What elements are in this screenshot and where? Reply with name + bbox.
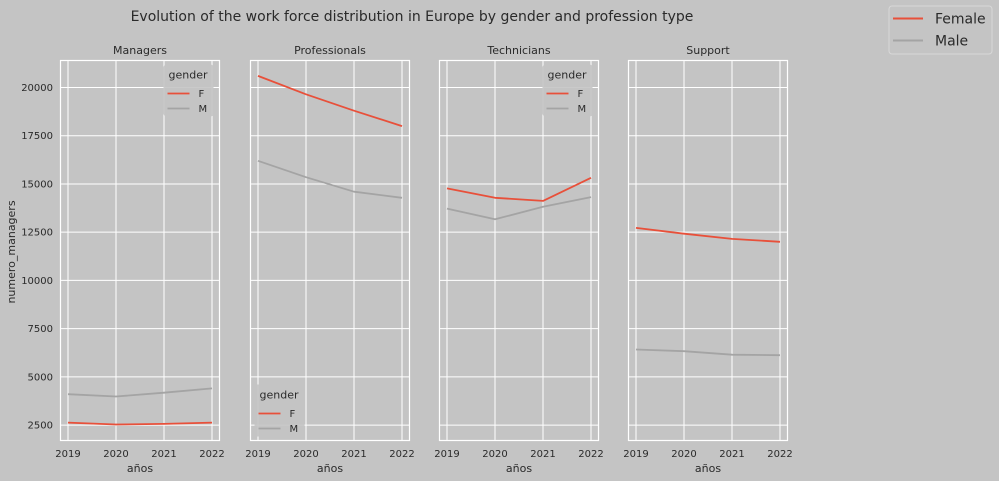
x-tick-label: 2021: [151, 449, 176, 460]
x-tick-label: 2022: [578, 449, 603, 460]
plot-frame: [627, 59, 789, 442]
panel-title: Support: [686, 44, 730, 57]
y-tick-label: 12500: [21, 228, 53, 239]
x-tick-label: 2019: [245, 449, 270, 460]
x-axis-label: años: [506, 462, 532, 475]
y-tick-label: 20000: [21, 83, 53, 94]
x-tick-label: 2020: [103, 449, 128, 460]
panel-legend-box: [542, 64, 593, 117]
panel-legend[interactable]: gender FM: [254, 384, 305, 437]
figure-title: Evolution of the work force distribution…: [131, 9, 694, 25]
series-line-f: [635, 227, 781, 243]
panel-legend-label-m: M: [290, 424, 299, 435]
panels: Managers 2019 2020 2021 2022 años 2500 5000 7500…: [21, 44, 793, 475]
x-tick-label: 2019: [623, 449, 648, 460]
x-tick-label: 2022: [199, 449, 224, 460]
x-axis-label: años: [695, 462, 721, 475]
panel-legend-label-m: M: [199, 104, 208, 115]
panel-title: Technicians: [486, 44, 550, 57]
panel-legend-title: gender: [260, 389, 299, 402]
legend-label-male: Male: [935, 34, 968, 50]
series-line-m: [257, 159, 403, 199]
panel-legend[interactable]: gender FM: [163, 64, 214, 117]
panel-title: Managers: [113, 44, 167, 57]
x-tick-label: 2020: [293, 449, 318, 460]
panel-legend-label-f: F: [290, 409, 296, 420]
y-tick-label: 7500: [28, 324, 53, 335]
x-tick-label: 2020: [482, 449, 507, 460]
plot-frame: [438, 59, 600, 442]
x-tick-label: 2020: [671, 449, 696, 460]
series-line-m: [67, 387, 213, 398]
legend-label-female: Female: [935, 12, 986, 28]
x-tick-label: 2021: [530, 449, 555, 460]
panel-title: Professionals: [294, 44, 366, 57]
series-line-f: [67, 421, 213, 426]
y-tick-label: 10000: [21, 276, 53, 287]
y-tick-label: 2500: [28, 421, 53, 432]
plot-frame: [59, 59, 221, 442]
x-tick-label: 2022: [767, 449, 792, 460]
x-tick-label: 2021: [719, 449, 744, 460]
panel-legend[interactable]: gender FM: [542, 64, 593, 117]
panel-3: Support 2019 2020 2021 2022 años: [623, 44, 792, 475]
figure-legend[interactable]: Female Male: [888, 5, 993, 55]
x-tick-label: 2019: [55, 449, 80, 460]
series-line-f: [257, 75, 403, 127]
y-tick-label: 15000: [21, 179, 53, 190]
panel-legend-label-f: F: [199, 89, 205, 100]
panel-legend-label-f: F: [578, 89, 584, 100]
x-axis-label: años: [127, 462, 153, 475]
panel-2: Technicians 2019 2020 2021 2022 años gender FM: [434, 44, 603, 475]
plot-area: [439, 60, 599, 441]
plot-area: [250, 60, 410, 441]
panel-legend-title: gender: [169, 69, 208, 82]
series-line-f: [446, 176, 592, 202]
panel-legend-title: gender: [548, 69, 587, 82]
y-axis-label: numero_managers: [5, 200, 18, 303]
panel-legend-box: [163, 64, 214, 117]
plot-area: [60, 60, 220, 441]
panel-0: Managers 2019 2020 2021 2022 años 2500 5000 7500…: [21, 44, 225, 475]
x-tick-label: 2021: [341, 449, 366, 460]
x-axis-label: años: [317, 462, 343, 475]
panel-legend-label-m: M: [578, 104, 587, 115]
x-tick-label: 2019: [434, 449, 459, 460]
series-line-m: [446, 196, 592, 221]
series-line-m: [635, 348, 781, 357]
y-tick-label: 17500: [21, 131, 53, 142]
panel-legend-box: [254, 384, 305, 437]
x-tick-label: 2022: [389, 449, 414, 460]
y-tick-label: 5000: [28, 372, 53, 383]
plot-frame: [249, 59, 411, 442]
plot-area: [628, 60, 788, 441]
panel-1: Professionals 2019 2020 2021 2022 años gender F…: [245, 44, 414, 475]
